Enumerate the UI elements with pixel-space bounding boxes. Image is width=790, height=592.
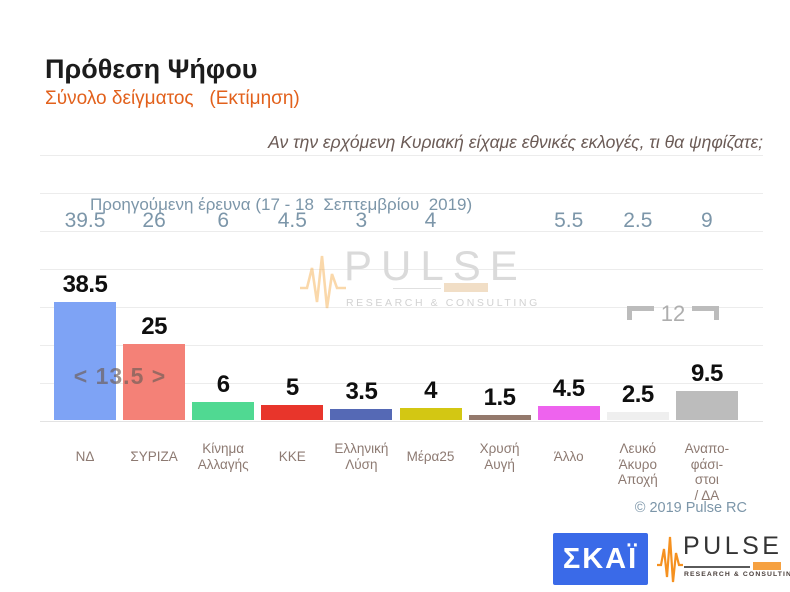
bar-value-label: 6: [216, 370, 230, 398]
category-label: ΚΚΕ: [278, 449, 306, 464]
chart-column: 4.5: [534, 240, 603, 420]
gridline: [40, 383, 763, 384]
gridline: [40, 345, 763, 346]
previous-survey-value: 39.5: [64, 209, 106, 232]
bar: [468, 415, 531, 420]
chart-column: 1.5: [465, 240, 534, 420]
category-label: Άλλο: [553, 449, 584, 464]
chart-column: 6: [189, 240, 258, 420]
bracket-left-icon: [626, 306, 654, 320]
skai-logo: ΣΚΑΪ: [553, 533, 648, 585]
gridline: [40, 193, 763, 194]
category-label: Ελληνική Λύση: [334, 441, 389, 472]
pulse-logo-orange-mark: [753, 562, 781, 570]
bar: [606, 412, 669, 420]
bar-value-label: 3.5: [345, 378, 378, 406]
bar-value-label: 1.5: [483, 384, 516, 412]
watermark-rule: [393, 288, 441, 289]
chart-column: 4: [396, 240, 465, 420]
bar-value-label: 38.5: [62, 271, 108, 299]
gridline: [40, 231, 763, 232]
previous-survey-value: 3: [355, 209, 368, 232]
bar: [537, 406, 600, 420]
survey-question: Αν την ερχόμενη Κυριακή είχαμε εθνικές ε…: [268, 132, 763, 152]
chart-column: 9.5: [672, 240, 741, 420]
bar-value-label: 5: [285, 373, 299, 401]
bar: [123, 343, 186, 420]
bar-value-label: 2.5: [621, 381, 654, 409]
bar: [399, 407, 462, 420]
pulse-logo: PULSE RESEARCH & CONSULTING: [656, 530, 790, 588]
gridline: [40, 155, 763, 156]
bar-value-label: 9.5: [690, 359, 723, 387]
pulse-logo-rule: [684, 566, 750, 568]
bracket-right-icon: [692, 306, 720, 320]
gridline: [40, 421, 763, 422]
pulse-waveform-icon: [300, 255, 346, 309]
category-label: ΣΥΡΙΖΑ: [130, 449, 178, 464]
watermark-pulse-text: PULSE: [344, 242, 527, 289]
page-title: Πρόθεση Ψήφου: [45, 54, 258, 84]
gridline: [40, 269, 763, 270]
pulse-logo-subtext: RESEARCH & CONSULTING: [684, 571, 790, 578]
skai-logo-text: ΣΚΑΪ: [562, 542, 639, 575]
previous-survey-value: 4: [424, 209, 437, 232]
bar-value-label: 4: [424, 376, 437, 404]
category-label: Αναπο- φάσι- στοι / ΔΑ: [684, 441, 730, 503]
watermark-orange-mark: [444, 283, 488, 292]
category-label: Λευκό Άκυρο Αποχή: [617, 441, 658, 487]
bar: [675, 390, 738, 420]
chart-column: 3.5: [327, 240, 396, 420]
category-label: Κίνημα Αλλαγής: [197, 441, 249, 472]
previous-survey-value: 9: [701, 209, 713, 232]
previous-survey-value: 6: [217, 209, 230, 232]
bar: [261, 404, 324, 420]
bar: [192, 401, 255, 420]
watermark-pulse-subtext: RESEARCH & CONSULTING: [346, 297, 540, 309]
chart-column: 5: [258, 240, 327, 420]
bar-value-label: 25: [141, 312, 167, 340]
previous-survey-label: Προηγούμενη έρευνα (17 - 18 Σεπτεμβρίου …: [90, 195, 473, 214]
previous-survey-value: 5.5: [554, 209, 584, 232]
previous-survey-value: 26: [142, 209, 166, 232]
bar: [54, 302, 116, 420]
bar: [330, 409, 393, 420]
copyright-notice: © 2019 Pulse RC: [634, 500, 747, 516]
category-label: ΝΔ: [75, 449, 95, 464]
bar-value-label: 4.5: [552, 375, 585, 403]
chart-column: 2.5: [603, 240, 672, 420]
chart-column: 25: [120, 240, 189, 420]
sum-bracket-annotation: 12: [617, 303, 729, 333]
lead-gap-annotation: < 13.5 >: [73, 363, 167, 389]
gridline: [40, 307, 763, 308]
pulse-watermark: PULSE RESEARCH & CONSULTING: [298, 242, 537, 314]
category-label: Χρυσή Αυγή: [479, 441, 520, 472]
sum-value: 12: [660, 301, 686, 326]
previous-survey-value: 2.5: [623, 209, 653, 232]
chart-column: 38.5: [51, 240, 120, 420]
previous-survey-value: 4.5: [277, 209, 307, 232]
pulse-waveform-icon: [657, 536, 683, 583]
category-label: Μέρα25: [406, 449, 455, 464]
pulse-logo-text: PULSE: [683, 532, 783, 560]
page-subtitle: Σύνολο δείγματος (Εκτίμηση): [45, 88, 300, 109]
